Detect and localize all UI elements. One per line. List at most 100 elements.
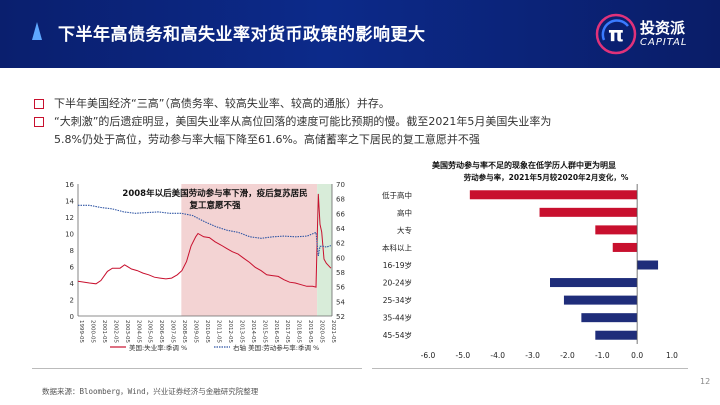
y-left-tick-label: 4 xyxy=(70,280,75,288)
y-left-tick-label: 16 xyxy=(65,181,74,189)
x-tick-label: 2004-05 xyxy=(135,320,141,343)
bullet-text: 下半年美国经济“三高”（高债务率、较高失业率、较高的通胀）并存。 xyxy=(54,97,390,110)
bullet-text: “大刺激”的后遗症明显，美国失业率从高位回落的速度可能比预期的慢。截至2021年… xyxy=(54,115,552,128)
series-line xyxy=(78,204,332,256)
bar xyxy=(563,295,638,305)
bullet-item: “大刺激”的后遗症明显，美国失业率从高位回落的速度可能比预期的慢。截至2021年… xyxy=(34,113,694,149)
bar xyxy=(637,260,659,270)
shaded-region xyxy=(181,184,318,316)
x-tick-label: -6.0 xyxy=(421,351,436,360)
page-number: 12 xyxy=(700,377,711,386)
x-tick-label: 1999-05 xyxy=(78,320,84,343)
line-chart-panel: 0 2 4 6 8 10 12 14 16 52 54 56 58 60 62 64 66 68 70 1999-05… xyxy=(32,166,362,364)
category-label: 本科以上 xyxy=(382,242,412,252)
category-label: 大专 xyxy=(397,225,412,235)
bullet-square-icon xyxy=(34,117,44,127)
category-label: 35-44岁 xyxy=(383,313,412,323)
category-label: 高中 xyxy=(397,207,412,217)
divider xyxy=(32,368,362,369)
bar xyxy=(581,313,638,323)
y-left-tick-label: 10 xyxy=(65,231,74,239)
bar xyxy=(539,207,638,217)
y-right-tick-label: 58 xyxy=(336,269,345,277)
x-tick-label: 2020-05 xyxy=(319,320,325,343)
capital-logo-icon: π xyxy=(595,13,637,55)
x-tick-label: 2012-05 xyxy=(227,320,233,343)
bar xyxy=(595,225,638,235)
chart-title: 复工意愿不强 xyxy=(188,200,241,211)
x-tick-label: 2001-05 xyxy=(101,320,107,343)
x-tick-label: -3.0 xyxy=(525,351,540,360)
y-left-tick-label: 2 xyxy=(70,297,74,305)
bar-chart-panel: 美国劳动参与率不足的现象在低学历人群中更为明显劳动参与率，2021年5月较202… xyxy=(372,160,688,366)
category-label: 低于高中 xyxy=(382,190,412,200)
logo-text: 投资派 xyxy=(640,19,686,37)
y-right-tick-label: 70 xyxy=(336,181,345,189)
unemployment-participation-chart: 0246810121416525456586062646668701999-05… xyxy=(65,181,345,352)
x-tick-label: 2005-05 xyxy=(147,320,153,343)
y-right-tick-label: 60 xyxy=(336,254,345,262)
x-tick-label: 2002-05 xyxy=(112,320,118,343)
x-tick-label: 2016-05 xyxy=(273,320,279,343)
x-tick-label: 2018-05 xyxy=(296,320,302,343)
y-right-tick-label: 52 xyxy=(336,313,345,321)
bullet-item: 下半年美国经济“三高”（高债务率、较高失业率、较高的通胀）并存。 xyxy=(34,95,694,113)
category-label: 20-24岁 xyxy=(383,278,412,288)
page-title: 下半年高债务和高失业率对货币政策的影响更大 xyxy=(58,25,426,45)
chart-subtitle: 劳动参与率，2021年5月较2020年2月变化，% xyxy=(464,172,629,182)
x-tick-label: 2009-05 xyxy=(193,320,199,343)
participation-change-bar-chart: 美国劳动参与率不足的现象在低学历人群中更为明显劳动参与率，2021年5月较202… xyxy=(382,160,678,360)
chart-title: 2008年以后美国劳动参与率下滑，疫后复苏居民 xyxy=(122,188,307,199)
x-tick-label: 1.0 xyxy=(666,351,678,360)
x-tick-label: 2006-05 xyxy=(158,320,164,343)
x-tick-label: 2008-05 xyxy=(181,320,187,343)
logo-subtext: CAPITAL xyxy=(640,37,688,48)
logo-mark-glyph: π xyxy=(608,22,624,46)
bar xyxy=(595,330,638,340)
bullet-square-icon xyxy=(34,99,44,109)
x-tick-label: -5.0 xyxy=(456,351,471,360)
up-arrow-icon xyxy=(32,22,42,40)
x-tick-label: -4.0 xyxy=(490,351,505,360)
x-tick-label: 2003-05 xyxy=(124,320,130,343)
x-tick-label: 2013-05 xyxy=(238,320,244,343)
y-left-tick-label: 0 xyxy=(70,313,74,321)
bar xyxy=(612,242,638,252)
category-label: 45-54岁 xyxy=(383,330,412,340)
y-left-tick-label: 12 xyxy=(65,214,74,222)
y-right-tick-label: 56 xyxy=(336,284,345,292)
y-right-tick-label: 68 xyxy=(336,196,345,204)
bullet-list: 下半年美国经济“三高”（高债务率、较高失业率、较高的通胀）并存。 “大刺激”的后… xyxy=(34,95,694,149)
series-line xyxy=(77,193,332,288)
category-label: 25-34岁 xyxy=(383,295,412,305)
y-left-tick-label: 6 xyxy=(70,264,75,272)
x-tick-label: 2011-05 xyxy=(215,320,221,343)
x-tick-label: 2010-05 xyxy=(204,320,210,343)
divider xyxy=(372,368,688,369)
chart-title: 美国劳动参与率不足的现象在低学历人群中更为明显 xyxy=(432,160,616,170)
x-tick-label: 2021-05 xyxy=(330,320,336,343)
legend-label: 右轴 美国:劳动参与率:季调 % xyxy=(233,343,319,352)
shaded-region xyxy=(317,184,332,316)
x-tick-label: -2.0 xyxy=(560,351,575,360)
legend-label: 美国:失业率:季调 % xyxy=(129,343,187,352)
bar xyxy=(469,190,638,200)
header-bar: 下半年高债务和高失业率对货币政策的影响更大 π 投资派 CAPITAL xyxy=(0,0,720,68)
bar xyxy=(550,278,638,288)
x-tick-label: 2017-05 xyxy=(284,320,290,343)
y-right-tick-label: 62 xyxy=(336,240,345,248)
y-right-tick-label: 64 xyxy=(336,225,345,233)
x-tick-label: 2000-05 xyxy=(89,320,95,343)
x-tick-label: -1.0 xyxy=(595,351,610,360)
x-tick-label: 2007-05 xyxy=(170,320,176,343)
y-right-tick-label: 54 xyxy=(336,298,345,306)
x-tick-label: 2019-05 xyxy=(307,320,313,343)
y-right-tick-label: 66 xyxy=(336,210,345,218)
y-left-tick-label: 14 xyxy=(65,198,74,206)
x-tick-label: 0.0 xyxy=(631,351,643,360)
data-source-note: 数据来源：Bloomberg，Wind，兴业证券经济与金融研究院整理 xyxy=(42,387,259,396)
category-label: 16-19岁 xyxy=(383,260,412,270)
bullet-text-continued: 5.8%仍处于高位，劳动参与率大幅下降至61.6%。高储蓄率之下居民的复工意愿并… xyxy=(54,133,480,146)
x-tick-label: 2014-05 xyxy=(250,320,256,343)
x-tick-label: 2015-05 xyxy=(261,320,267,343)
